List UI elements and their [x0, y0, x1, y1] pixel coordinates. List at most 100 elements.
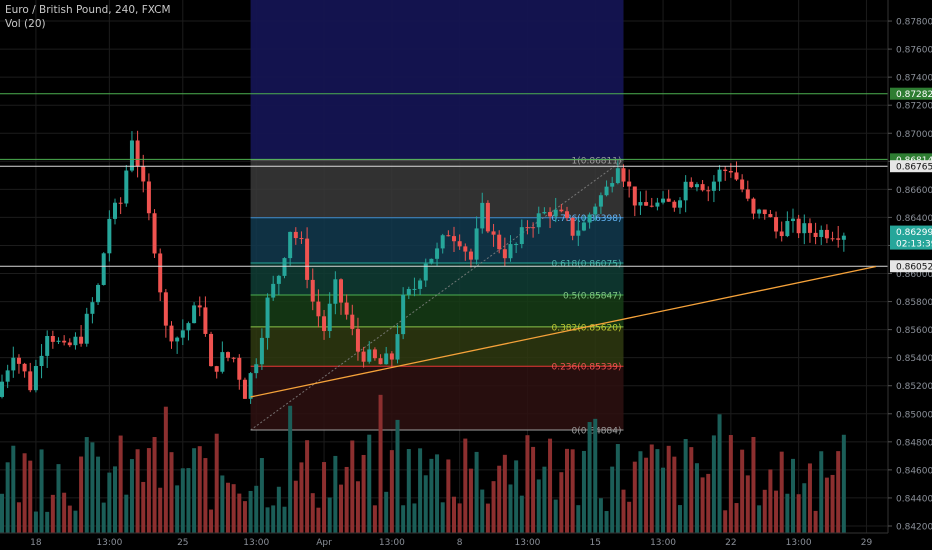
volume-bar: [288, 405, 293, 533]
price-tick-label: 0.84800: [896, 438, 932, 448]
volume-bar: [90, 442, 95, 533]
price-tag-label: 0.86765: [896, 163, 932, 173]
candle-body: [0, 381, 4, 397]
volume-bar: [276, 486, 281, 533]
volume-bar: [316, 507, 321, 533]
candle-body: [717, 169, 722, 182]
candle-body: [299, 238, 304, 240]
candle-body: [559, 209, 564, 212]
candle-body: [62, 340, 67, 343]
volume-bar: [485, 503, 490, 533]
candle-body: [237, 357, 242, 380]
volume-bar: [141, 481, 146, 533]
candle-body: [96, 284, 101, 303]
candle-body: [146, 181, 151, 214]
candle-body: [90, 302, 95, 314]
volume-bar: [11, 445, 16, 533]
fib-level-label: 1(0.86811): [572, 156, 622, 166]
trendline[interactable]: [250, 265, 877, 398]
bar-countdown-timer: 02:13:39: [896, 240, 932, 250]
candle-body: [248, 373, 253, 399]
volume-bar: [581, 450, 586, 533]
price-tag-label: 0.87282: [896, 90, 932, 100]
volume-bar: [169, 452, 174, 533]
volume-bar: [474, 451, 479, 533]
volume-bar: [129, 459, 134, 533]
volume-bar: [39, 449, 44, 533]
price-tick-label: 0.85200: [896, 382, 932, 392]
candle-body: [11, 357, 16, 371]
time-tick-label: 13:00: [96, 538, 122, 548]
fib-level-label: 0.382(0.85620): [551, 323, 621, 333]
volume-bar: [5, 462, 10, 533]
volume-bar: [378, 394, 383, 533]
candle-body: [728, 171, 733, 173]
volume-bar: [429, 458, 434, 533]
volume-bar: [33, 511, 38, 533]
time-tick-label: 25: [177, 538, 188, 548]
candle-body: [333, 279, 338, 304]
volume-bar: [107, 472, 112, 533]
candle-body: [129, 140, 134, 171]
volume-bar: [553, 499, 558, 533]
horizontal-lines[interactable]: [0, 93, 888, 267]
volume-indicator-label[interactable]: Vol (20): [5, 18, 46, 30]
candle-body: [192, 305, 197, 324]
volume-bar: [655, 449, 660, 533]
price-tick-label: 0.84600: [896, 466, 932, 476]
price-axis[interactable]: 0.84200 0.84400 0.84600 0.84800 0.85000 0.852…: [887, 0, 932, 550]
candle-body: [576, 230, 581, 236]
candle-body: [581, 222, 586, 231]
volume-bar: [67, 505, 72, 533]
volume-bar: [836, 451, 841, 533]
candle-body: [480, 202, 485, 229]
volume-bar: [683, 439, 688, 533]
candle-body: [807, 223, 812, 233]
volume-bar: [339, 484, 343, 533]
candle-body: [339, 279, 343, 303]
price-tick-label: 0.84400: [896, 494, 932, 504]
time-tick-label: 29: [861, 538, 873, 548]
candle-body: [762, 209, 767, 215]
time-axis[interactable]: 18 13:00 25 13:00 Apr 13:00 8 13:00 15 13:00 22 13:…: [0, 532, 888, 550]
candle-body: [197, 305, 202, 308]
candle-body: [33, 366, 38, 391]
candle-body: [412, 288, 417, 290]
volume-bar: [45, 511, 50, 533]
volume-bar: [661, 467, 666, 533]
volume-bar: [84, 437, 89, 533]
volume-bar: [322, 462, 327, 533]
fib-zone: [250, 366, 624, 431]
fib-level-label: 0.236(0.85339): [551, 363, 621, 373]
candle-body: [452, 236, 456, 242]
volume-bar: [440, 502, 445, 533]
volume-bar: [762, 489, 767, 533]
trendline-segment: [250, 265, 877, 398]
volume-bar: [502, 454, 507, 533]
candle-body: [435, 248, 440, 259]
candle-body: [259, 337, 264, 365]
volume-bar: [491, 481, 496, 533]
volume-bar: [146, 448, 151, 533]
volume-bar: [305, 440, 310, 533]
volume-bar: [700, 477, 705, 533]
volume-bar: [666, 445, 671, 533]
volume-bar: [406, 449, 411, 533]
candle-body: [220, 352, 225, 372]
volume-bar: [785, 493, 790, 533]
fibonacci-retracement[interactable]: 1(0.86811) 0.786(0.86398) 0.618(0.86075) 0.…: [250, 156, 624, 437]
volume-bar: [689, 447, 694, 533]
candle-body: [135, 140, 140, 167]
volume-bar: [627, 501, 632, 533]
volume-bar: [598, 498, 603, 533]
volume-bar: [819, 451, 824, 533]
volume-bar: [531, 446, 536, 533]
volume-bar: [220, 475, 225, 533]
current-price-tag-bg: [890, 225, 932, 250]
candle-body: [384, 353, 389, 365]
candle-body: [514, 244, 519, 246]
time-tick-label: 22: [725, 538, 736, 548]
volume-bar: [197, 446, 202, 533]
candle-body: [169, 325, 174, 342]
